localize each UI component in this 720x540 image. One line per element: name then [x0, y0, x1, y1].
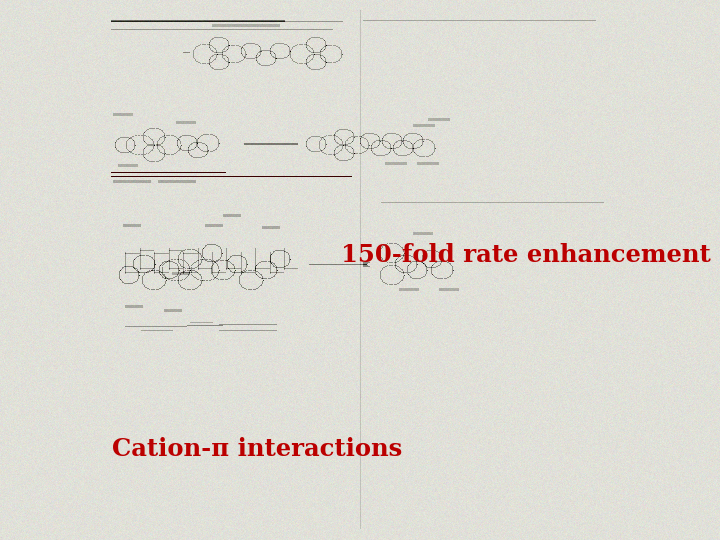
- Text: Cation-π interactions: Cation-π interactions: [112, 437, 402, 461]
- Text: 150-fold rate enhancement: 150-fold rate enhancement: [341, 244, 711, 267]
